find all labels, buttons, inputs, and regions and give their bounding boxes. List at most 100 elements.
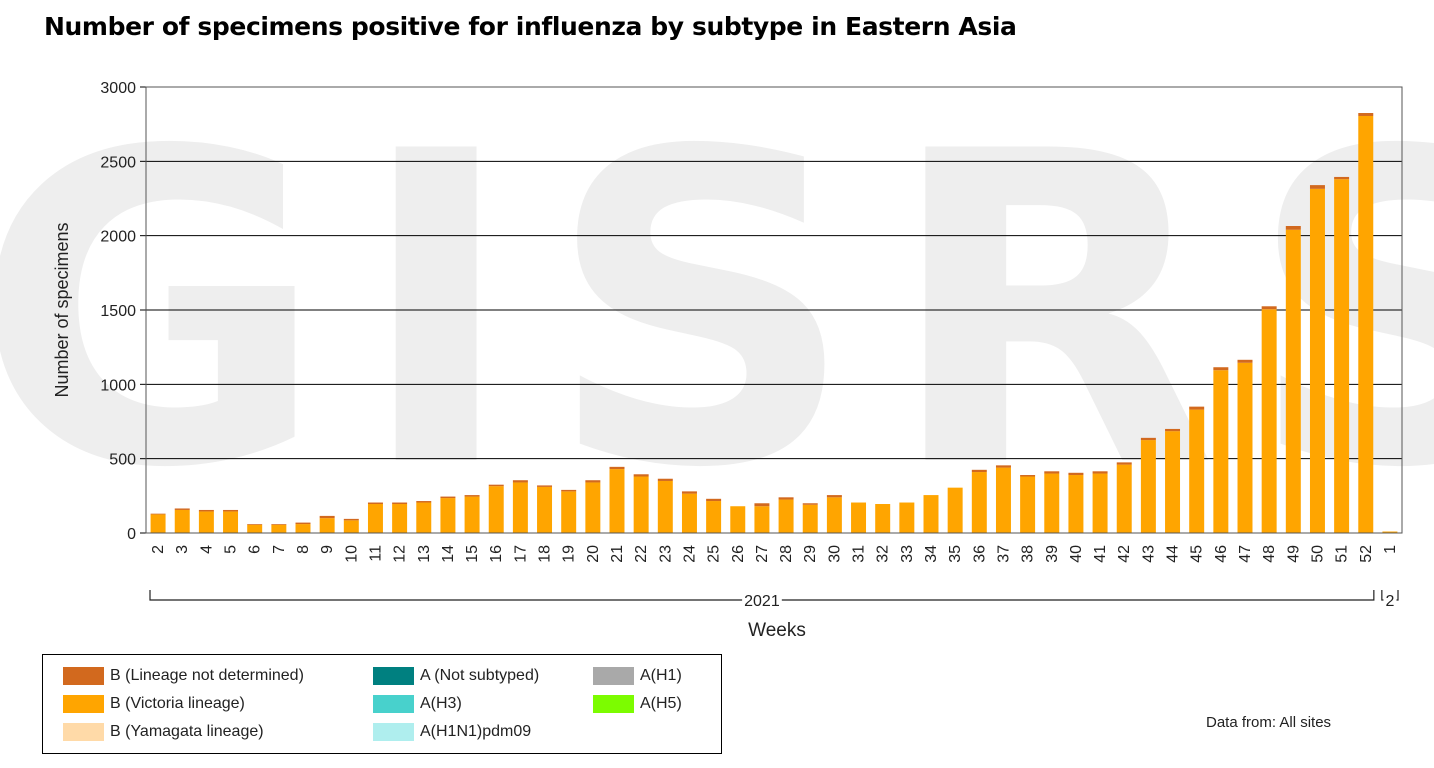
legend-label: B (Yamagata lineage) <box>110 723 264 740</box>
x-tick-label: 23 <box>657 545 674 563</box>
bar <box>247 524 263 533</box>
bar <box>1020 475 1036 477</box>
x-tick-label: 34 <box>923 545 940 563</box>
bar <box>1092 473 1108 533</box>
legend-item: B (Yamagata lineage) <box>63 723 264 741</box>
bar <box>826 497 842 533</box>
bar <box>802 504 818 533</box>
bar <box>995 465 1011 468</box>
x-tick-label: 28 <box>778 545 795 563</box>
bar <box>537 486 553 533</box>
bar <box>585 480 601 483</box>
x-tick-label: 39 <box>1044 545 1061 563</box>
bar <box>971 472 987 533</box>
legend-swatch <box>373 667 414 685</box>
bar <box>995 467 1011 533</box>
bar <box>826 495 842 498</box>
year-label: 2 <box>1385 593 1394 610</box>
y-tick-label: 3000 <box>100 80 136 97</box>
bar <box>343 520 359 533</box>
legend-label: A(H1N1)pdm09 <box>420 723 532 740</box>
x-tick-label: 21 <box>609 545 626 563</box>
bar <box>319 518 335 533</box>
x-tick-label: 3 <box>174 545 191 554</box>
bar <box>416 502 432 533</box>
bar <box>440 496 456 499</box>
legend-swatch <box>373 695 414 713</box>
bar <box>367 502 383 505</box>
bar <box>416 501 432 503</box>
bar <box>343 518 359 521</box>
bar <box>512 482 528 533</box>
bar <box>1068 472 1084 476</box>
bar <box>295 522 311 525</box>
legend-item: A(H5) <box>593 695 682 713</box>
bar <box>657 480 673 533</box>
bar <box>223 511 239 533</box>
x-tick-label: 41 <box>1092 545 1109 563</box>
legend-swatch <box>593 695 634 713</box>
bar <box>1165 431 1181 533</box>
x-tick-label: 5 <box>223 545 240 554</box>
legend-swatch <box>63 723 104 741</box>
x-tick-label: 49 <box>1285 545 1302 563</box>
legend-swatch <box>63 667 104 685</box>
bar <box>802 503 818 505</box>
bar <box>1189 409 1205 533</box>
bar <box>585 482 601 533</box>
bar <box>633 476 649 533</box>
bar <box>1092 471 1108 474</box>
legend-label: B (Lineage not determined) <box>110 667 304 684</box>
bar <box>271 524 287 533</box>
x-tick-label: 26 <box>730 545 747 563</box>
bar <box>754 506 770 533</box>
y-tick-label: 1000 <box>100 377 136 394</box>
x-tick-label: 2 <box>150 545 167 554</box>
x-tick-label: 36 <box>971 545 988 563</box>
bar <box>681 493 697 533</box>
bar <box>1309 185 1325 189</box>
bar <box>1116 462 1132 465</box>
x-tick-label: 38 <box>1020 545 1037 563</box>
bar <box>657 478 673 481</box>
x-tick-label: 24 <box>681 545 698 563</box>
x-tick-label: 12 <box>392 545 409 563</box>
x-tick-label: 47 <box>1237 545 1254 563</box>
bar <box>1213 370 1229 533</box>
bar <box>247 524 263 525</box>
bar <box>198 511 214 533</box>
bar <box>609 469 625 533</box>
x-tick-label: 45 <box>1189 545 1206 563</box>
bar <box>198 509 214 512</box>
plot-frame <box>145 86 1403 534</box>
bar <box>730 506 746 533</box>
bar <box>1261 306 1277 310</box>
x-tick-label: 33 <box>899 545 916 563</box>
x-tick-label: 35 <box>947 545 964 563</box>
bar <box>1068 475 1084 533</box>
bar <box>440 498 456 533</box>
x-tick-label: 50 <box>1309 545 1326 563</box>
x-tick-label: 17 <box>512 545 529 563</box>
bar <box>319 515 335 519</box>
legend-label: A(H1) <box>640 667 682 684</box>
legend: B (Lineage not determined) A (Not subtyp… <box>42 654 722 754</box>
bar <box>1309 188 1325 533</box>
x-tick-label: 51 <box>1334 545 1351 563</box>
x-tick-label: 25 <box>706 545 723 563</box>
x-tick-label: 20 <box>585 545 602 563</box>
bar <box>633 474 649 477</box>
x-tick-label: 9 <box>319 545 336 554</box>
bar <box>1285 229 1301 533</box>
bar <box>561 491 577 533</box>
bar <box>295 524 311 533</box>
x-tick-label: 11 <box>367 545 384 562</box>
x-tick-label: 31 <box>851 545 868 563</box>
x-tick-label: 27 <box>754 545 771 563</box>
bar <box>1140 440 1156 533</box>
bar <box>778 499 794 533</box>
x-tick-label: 8 <box>295 545 312 554</box>
legend-item: A(H1N1)pdm09 <box>373 723 531 741</box>
bar <box>1020 476 1036 533</box>
x-tick-label: 46 <box>1213 545 1230 563</box>
